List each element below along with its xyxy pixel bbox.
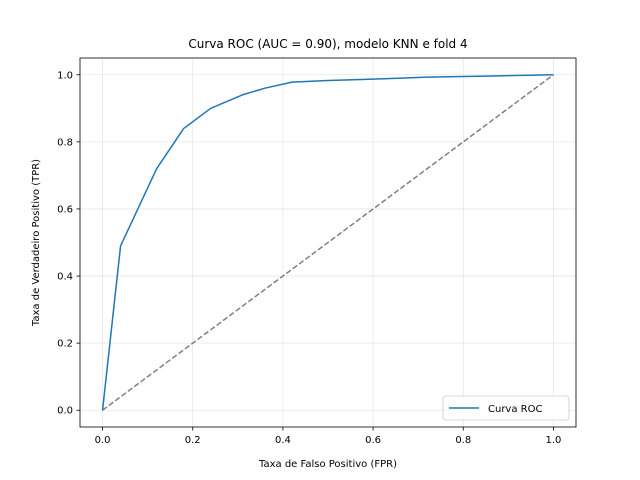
x-tick-label: 1.0 [546, 435, 562, 446]
y-tick-label: 0.6 [57, 204, 73, 215]
plot-frame [79, 57, 577, 428]
x-tick-label: 0.4 [275, 435, 291, 446]
x-tick-label: 0.2 [185, 435, 201, 446]
chart-title: Curva ROC (AUC = 0.90), modelo KNN e fol… [188, 37, 467, 51]
ticks: 0.0 0.2 0.4 0.6 0.8 1.0 0.0 0.2 0.4 0.6 0.8 1.0 [57, 70, 561, 446]
legend-box [442, 395, 570, 421]
y-tick-label: 0.0 [57, 406, 73, 417]
y-axis-label: Taxa de Verdadeiro Positivo (TPR) [31, 159, 42, 327]
grid [80, 58, 576, 427]
y-tick-label: 1.0 [57, 70, 73, 81]
y-tick-label: 0.2 [57, 339, 73, 350]
x-tick-label: 0.0 [95, 435, 111, 446]
legend: Curva ROC [442, 395, 570, 421]
y-tick-label: 0.4 [57, 272, 73, 283]
y-tick-label: 0.8 [57, 137, 73, 148]
legend-label-curva-roc: Curva ROC [488, 404, 542, 415]
chance-diagonal-line [102, 74, 554, 411]
x-axis-label: Taxa de Falso Positivo (FPR) [258, 459, 397, 470]
x-tick-label: 0.8 [455, 435, 471, 446]
roc-curve-line [101, 74, 554, 411]
series-layer [101, 74, 554, 411]
x-tick-label: 0.6 [365, 435, 381, 446]
